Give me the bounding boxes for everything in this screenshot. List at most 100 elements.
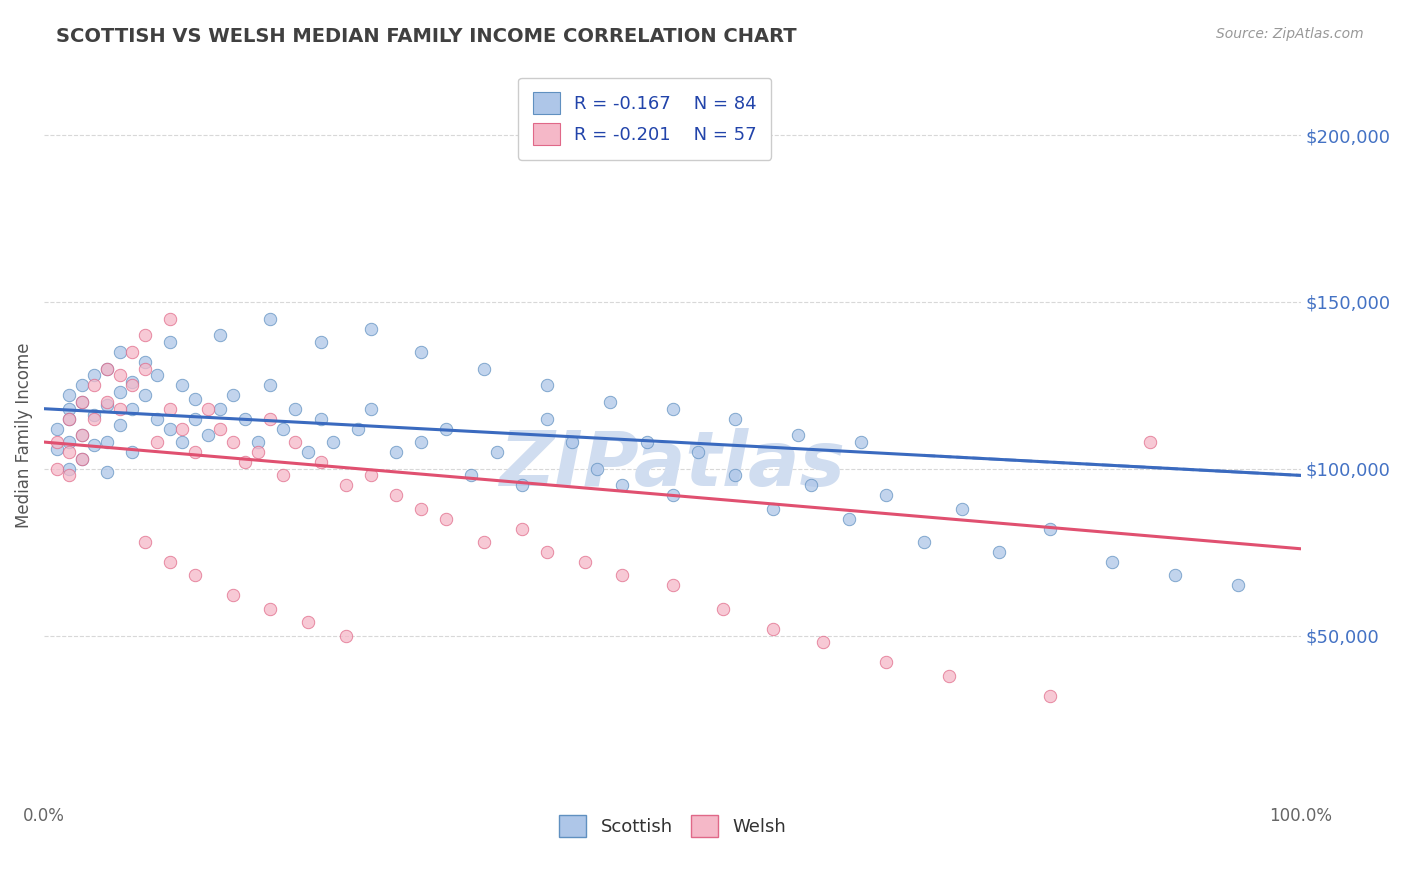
- Point: [472, 361, 495, 376]
- Point: [70, 451, 93, 466]
- Point: [636, 435, 658, 450]
- Point: [146, 368, 169, 383]
- Point: [787, 428, 810, 442]
- Point: [96, 361, 118, 376]
- Point: [45, 462, 67, 476]
- Text: Source: ZipAtlas.com: Source: ZipAtlas.com: [1216, 27, 1364, 41]
- Point: [460, 468, 482, 483]
- Point: [197, 401, 219, 416]
- Point: [83, 368, 105, 383]
- Point: [70, 428, 93, 442]
- Y-axis label: Median Family Income: Median Family Income: [15, 343, 32, 528]
- Point: [96, 395, 118, 409]
- Point: [434, 422, 457, 436]
- Point: [875, 488, 897, 502]
- Point: [83, 409, 105, 423]
- Point: [1139, 435, 1161, 450]
- Point: [221, 589, 243, 603]
- Point: [838, 512, 860, 526]
- Point: [309, 411, 332, 425]
- Point: [121, 345, 143, 359]
- Point: [411, 435, 433, 450]
- Point: [271, 422, 294, 436]
- Point: [284, 401, 307, 416]
- Point: [184, 411, 207, 425]
- Point: [108, 368, 131, 383]
- Point: [96, 435, 118, 450]
- Point: [762, 501, 785, 516]
- Point: [510, 522, 533, 536]
- Point: [159, 334, 181, 349]
- Point: [246, 435, 269, 450]
- Point: [661, 401, 683, 416]
- Point: [172, 378, 194, 392]
- Point: [134, 355, 156, 369]
- Point: [297, 615, 319, 629]
- Point: [536, 378, 558, 392]
- Point: [335, 628, 357, 642]
- Point: [96, 361, 118, 376]
- Point: [134, 328, 156, 343]
- Text: SCOTTISH VS WELSH MEDIAN FAMILY INCOME CORRELATION CHART: SCOTTISH VS WELSH MEDIAN FAMILY INCOME C…: [56, 27, 797, 45]
- Point: [1101, 555, 1123, 569]
- Point: [159, 401, 181, 416]
- Point: [724, 411, 747, 425]
- Point: [335, 478, 357, 492]
- Legend: Scottish, Welsh: Scottish, Welsh: [551, 808, 793, 845]
- Point: [297, 445, 319, 459]
- Point: [1039, 689, 1062, 703]
- Point: [108, 385, 131, 400]
- Point: [612, 568, 634, 582]
- Point: [1227, 578, 1250, 592]
- Point: [159, 555, 181, 569]
- Point: [83, 411, 105, 425]
- Point: [70, 395, 93, 409]
- Point: [184, 568, 207, 582]
- Point: [172, 435, 194, 450]
- Point: [96, 465, 118, 479]
- Point: [259, 378, 281, 392]
- Point: [146, 435, 169, 450]
- Point: [45, 442, 67, 456]
- Point: [800, 478, 823, 492]
- Point: [284, 435, 307, 450]
- Point: [309, 455, 332, 469]
- Point: [711, 602, 734, 616]
- Point: [209, 401, 232, 416]
- Point: [221, 388, 243, 402]
- Point: [233, 455, 256, 469]
- Point: [134, 535, 156, 549]
- Point: [58, 468, 80, 483]
- Point: [58, 411, 80, 425]
- Point: [574, 555, 596, 569]
- Point: [360, 401, 382, 416]
- Point: [70, 395, 93, 409]
- Point: [96, 398, 118, 412]
- Point: [385, 488, 408, 502]
- Point: [259, 311, 281, 326]
- Point: [360, 468, 382, 483]
- Point: [510, 478, 533, 492]
- Point: [762, 622, 785, 636]
- Point: [385, 445, 408, 459]
- Text: ZIPatlas: ZIPatlas: [499, 428, 845, 501]
- Point: [121, 445, 143, 459]
- Point: [159, 311, 181, 326]
- Point: [434, 512, 457, 526]
- Point: [121, 375, 143, 389]
- Point: [83, 378, 105, 392]
- Point: [472, 535, 495, 549]
- Point: [146, 411, 169, 425]
- Point: [561, 435, 583, 450]
- Point: [83, 438, 105, 452]
- Point: [988, 545, 1011, 559]
- Point: [1039, 522, 1062, 536]
- Point: [134, 361, 156, 376]
- Point: [259, 602, 281, 616]
- Point: [485, 445, 508, 459]
- Point: [813, 635, 835, 649]
- Point: [536, 545, 558, 559]
- Point: [209, 328, 232, 343]
- Point: [58, 445, 80, 459]
- Point: [108, 401, 131, 416]
